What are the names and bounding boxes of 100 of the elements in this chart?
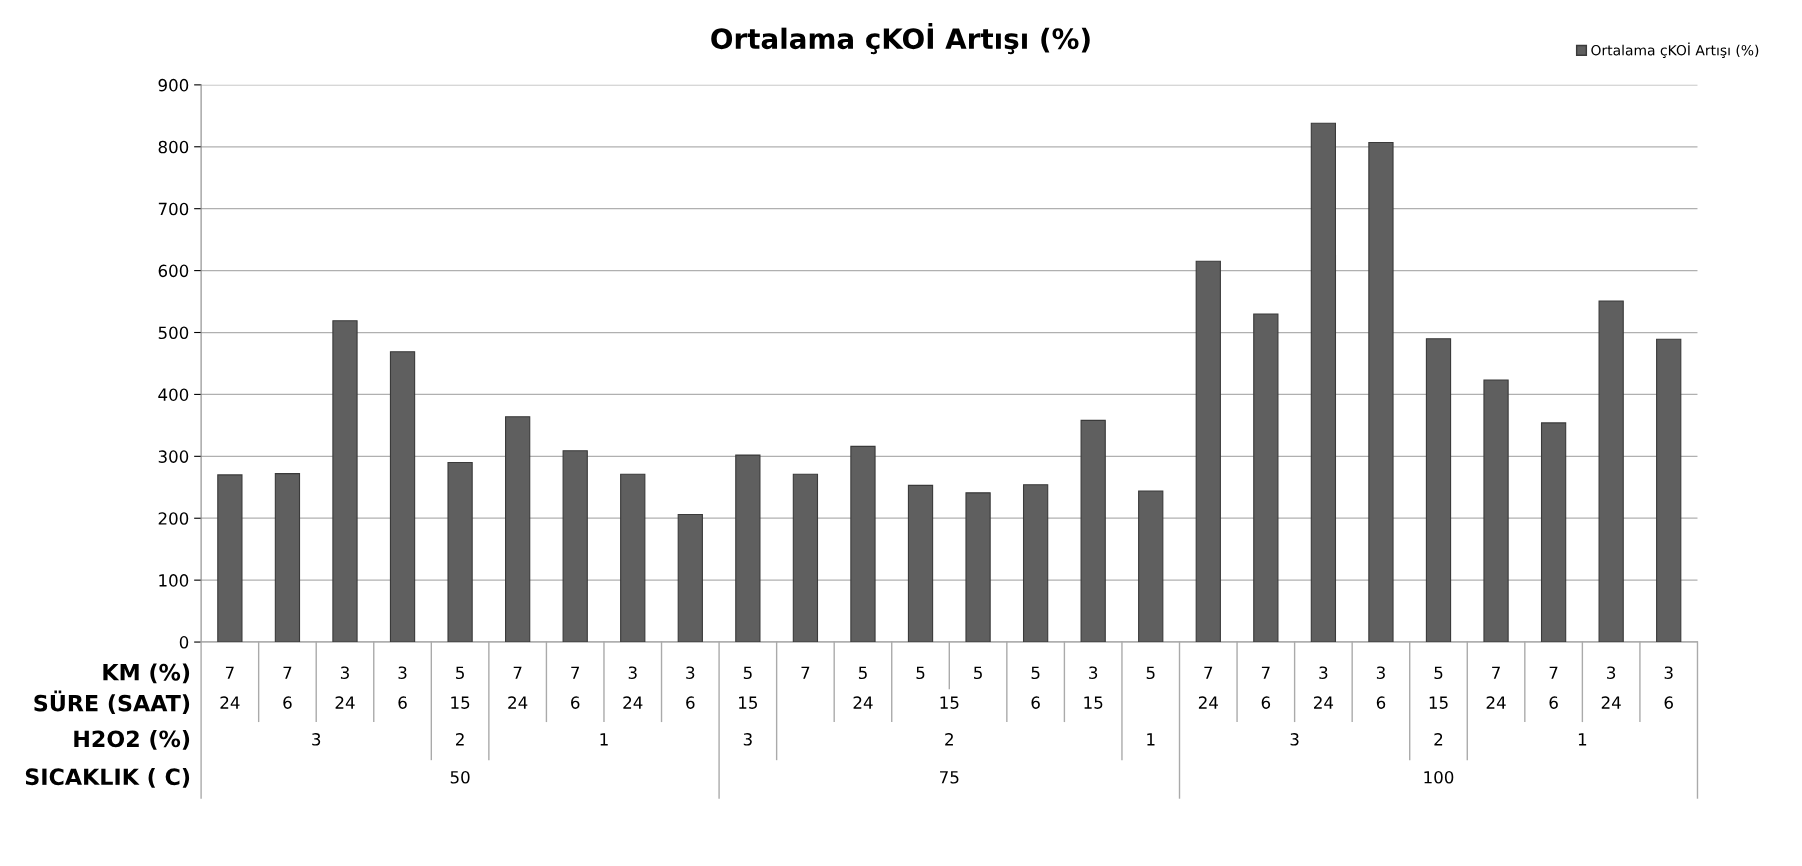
text: 2 [945, 733, 953, 746]
text: 6 [1031, 696, 1040, 709]
x-tick-label: 7 [1492, 666, 1500, 679]
bar [677, 513, 703, 643]
x-tick-label: 5 [916, 666, 925, 680]
x-tick-label: 7 [1549, 666, 1558, 679]
text: 6 [1376, 696, 1386, 709]
y-tick-label: 0 [179, 636, 189, 649]
text: 6 [1261, 696, 1271, 709]
bar [217, 474, 243, 643]
bar [965, 492, 991, 643]
text: 15 [1084, 696, 1103, 709]
bar [1195, 260, 1221, 643]
bar [620, 473, 646, 643]
text: 75 [940, 771, 959, 784]
y-tick-label: 500 [158, 326, 189, 340]
text: KM (%) [103, 663, 190, 684]
text: SICAKLIK ( C) [25, 767, 190, 788]
x-tick-label: 5 [743, 666, 752, 680]
x-tick-label: 3 [628, 666, 637, 680]
text: 3 [1290, 733, 1299, 746]
x-tick-label: 3 [1607, 666, 1616, 680]
legend-label: Ortalama çKOİ Artışı (%) [1591, 42, 1759, 58]
text: 24 [853, 696, 873, 709]
text: 6 [283, 696, 292, 709]
text: 50 [450, 770, 470, 784]
text: 24 [1314, 696, 1334, 709]
text: 2 [456, 733, 464, 746]
x-tick-label: 5 [974, 666, 982, 680]
x-tick-label: 3 [1319, 666, 1328, 680]
text: 24 [1486, 696, 1506, 709]
text: 24 [1198, 696, 1218, 709]
bar [1368, 141, 1394, 643]
x-tick-label: 5 [858, 666, 867, 680]
x-tick-label: 3 [686, 666, 695, 680]
text: 15 [1429, 696, 1448, 709]
bar [1425, 338, 1452, 643]
x-tick-label: 3 [340, 666, 349, 680]
x-tick-label: 7 [513, 666, 522, 679]
bar [1540, 422, 1567, 643]
x-tick-label: 5 [456, 666, 464, 680]
text: SÜRE (SAAT) [34, 690, 190, 715]
text: 1 [600, 733, 608, 746]
bar [1080, 419, 1106, 643]
x-tick-label: 5 [1031, 666, 1040, 680]
x-tick-label: 3 [398, 666, 407, 680]
x-tick-label: 5 [1434, 666, 1443, 680]
chart-title: Ortalama çKOİ Artışı (%) [711, 23, 1090, 55]
bar [1253, 313, 1279, 643]
text: 3 [312, 733, 321, 746]
x-tick-label: 3 [1664, 666, 1673, 680]
text: 24 [220, 696, 240, 709]
text: 6 [1549, 696, 1558, 709]
text: 24 [508, 696, 528, 709]
y-tick-label: 400 [158, 388, 189, 401]
y-tick-label: 800 [158, 140, 189, 154]
bar [1598, 300, 1624, 643]
text: 1 [1147, 733, 1155, 746]
bar [1483, 379, 1509, 643]
x-tick-label: 7 [1261, 666, 1270, 679]
text: 6 [398, 696, 407, 709]
text: 24 [335, 696, 355, 709]
text: 24 [623, 696, 643, 709]
y-tick-label: 700 [158, 202, 189, 216]
y-tick-label: 600 [158, 264, 189, 278]
x-tick-label: 7 [801, 666, 810, 679]
bar [735, 454, 761, 643]
bar [1138, 490, 1164, 643]
bar [274, 473, 301, 643]
text: 3 [743, 733, 752, 746]
bar [792, 473, 819, 643]
y-tick-label: 200 [158, 512, 189, 525]
bar [850, 445, 876, 643]
bar [1310, 122, 1337, 643]
x-tick-label: 3 [1089, 666, 1098, 680]
text: 15 [739, 696, 758, 709]
x-tick-label: 7 [571, 666, 580, 679]
y-tick-label: 900 [158, 78, 189, 92]
text: 15 [451, 696, 470, 709]
text: 1 [1578, 733, 1587, 746]
y-tick-label: 100 [159, 574, 189, 587]
y-tick-label: 300 [158, 450, 189, 463]
x-tick-label: 5 [1146, 666, 1155, 680]
bar [505, 416, 531, 643]
text: 6 [686, 696, 695, 709]
bar [447, 461, 473, 643]
bar [562, 450, 588, 643]
bar [332, 320, 358, 643]
bar [389, 351, 416, 643]
text: 2 [1434, 733, 1443, 746]
text: 24 [1601, 696, 1621, 709]
bar [907, 484, 934, 643]
x-tick-label: 7 [283, 666, 292, 679]
text: 6 [1664, 696, 1673, 709]
text: 6 [571, 696, 580, 709]
x-tick-label: 7 [225, 666, 234, 679]
bar [1022, 484, 1049, 643]
x-tick-label: 3 [1376, 666, 1385, 680]
bar [1656, 338, 1682, 643]
text: H2O2 (%) [74, 730, 190, 750]
